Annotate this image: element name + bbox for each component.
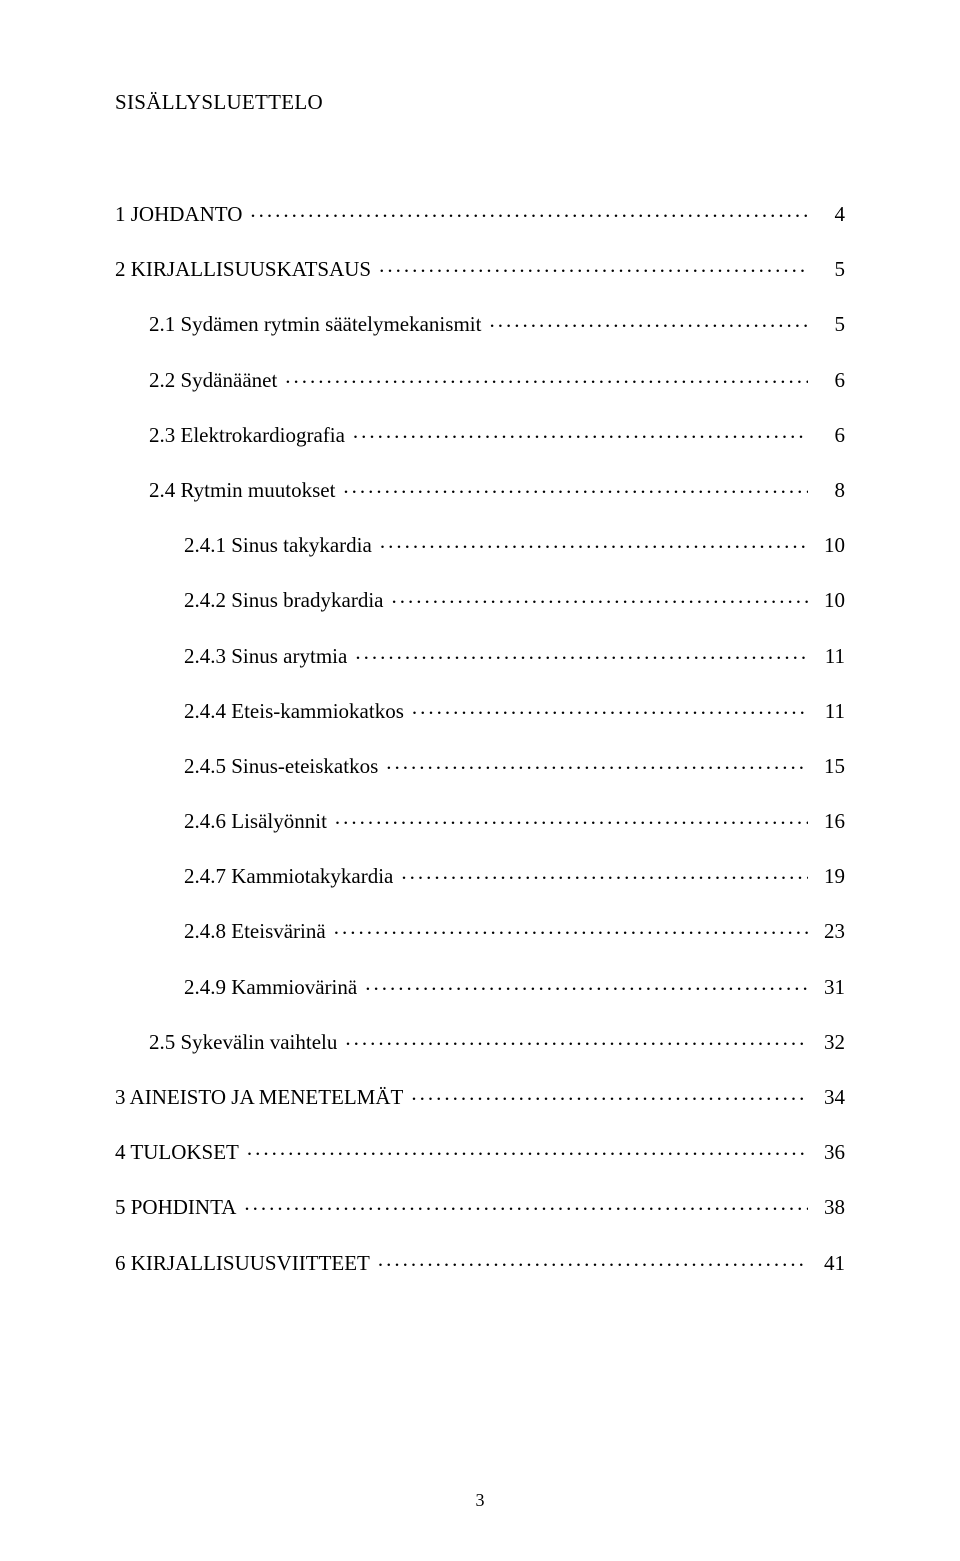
toc-entry-label: 2.4.4 Eteis-kammiokatkos (184, 699, 408, 724)
toc-entry-page: 36 (812, 1140, 845, 1165)
toc-entry: 5 POHDINTA 38 (115, 1193, 845, 1220)
toc-entry: 2.4.4 Eteis-kammiokatkos 11 (115, 697, 845, 724)
toc-leader-dots (285, 366, 808, 387)
toc-leader-dots (379, 255, 808, 276)
toc-entry-page: 19 (812, 864, 845, 889)
toc-entry-label: 2.5 Sykevälin vaihtelu (149, 1030, 341, 1055)
toc-entry: 2.3 Elektrokardiografia 6 (115, 421, 845, 448)
toc-entry-page: 15 (812, 754, 845, 779)
toc-entry-page: 4 (812, 202, 845, 227)
toc-leader-dots (401, 862, 808, 883)
toc-leader-dots (391, 586, 808, 607)
toc-entry: 2.4.8 Eteisvärinä 23 (115, 917, 845, 944)
toc-entry-label: 2.4.2 Sinus bradykardia (184, 588, 387, 613)
toc-entry: 2.5 Sykevälin vaihtelu 32 (115, 1028, 845, 1055)
toc-entry-label: 2.4.7 Kammiotakykardia (184, 864, 397, 889)
toc-entry: 2.1 Sydämen rytmin säätelymekanismit 5 (115, 310, 845, 337)
toc-leader-dots (378, 1249, 808, 1270)
toc-entry-label: 2.3 Elektrokardiografia (149, 423, 349, 448)
toc-entry: 2.4.3 Sinus arytmia 11 (115, 642, 845, 669)
toc-entry-page: 5 (812, 257, 845, 282)
toc-entry-page: 5 (812, 312, 845, 337)
toc-entry-page: 16 (812, 809, 845, 834)
toc-entry-page: 11 (812, 699, 845, 724)
toc-entry: 2.4.9 Kammiovärinä 31 (115, 973, 845, 1000)
toc-entry: 2.4.7 Kammiotakykardia 19 (115, 862, 845, 889)
toc-entry-page: 34 (812, 1085, 845, 1110)
toc-leader-dots (365, 973, 808, 994)
toc-entry-label: 2.2 Sydänäänet (149, 368, 281, 393)
toc-entry: 4 TULOKSET 36 (115, 1138, 845, 1165)
toc-entry: 2.4 Rytmin muutokset 8 (115, 476, 845, 503)
toc-entry-page: 38 (812, 1195, 845, 1220)
toc-entry-page: 10 (812, 533, 845, 558)
toc-entry-label: 2.4.6 Lisälyönnit (184, 809, 331, 834)
toc-entry-label: 4 TULOKSET (115, 1140, 243, 1165)
toc-entry: 2.2 Sydänäänet 6 (115, 366, 845, 393)
toc-entry: 2.4.2 Sinus bradykardia 10 (115, 586, 845, 613)
toc-entry-label: 2.4.1 Sinus takykardia (184, 533, 376, 558)
toc-entry-label: 2 KIRJALLISUUSKATSAUS (115, 257, 375, 282)
toc-entry: 2.4.1 Sinus takykardia 10 (115, 531, 845, 558)
toc-entry: 2.4.6 Lisälyönnit 16 (115, 807, 845, 834)
toc-leader-dots (250, 200, 808, 221)
toc-leader-dots (334, 917, 808, 938)
toc-entry-page: 41 (812, 1251, 845, 1276)
toc-entry-page: 11 (812, 644, 845, 669)
toc-entry-page: 6 (812, 423, 845, 448)
toc-entry-label: 2.4.5 Sinus-eteiskatkos (184, 754, 382, 779)
toc-entry: 2 KIRJALLISUUSKATSAUS 5 (115, 255, 845, 282)
toc-leader-dots (412, 697, 808, 718)
toc-entry-label: 3 AINEISTO JA MENETELMÄT (115, 1085, 407, 1110)
toc-entry-page: 8 (812, 478, 845, 503)
toc-entry-page: 32 (812, 1030, 845, 1055)
toc-leader-dots (380, 531, 808, 552)
toc-leader-dots (355, 642, 808, 663)
toc-leader-dots (353, 421, 808, 442)
toc-entry-label: 2.1 Sydämen rytmin säätelymekanismit (149, 312, 485, 337)
toc-entry-label: 2.4.3 Sinus arytmia (184, 644, 351, 669)
document-page: SISÄLLYSLUETTELO 1 JOHDANTO 4 2 KIRJALLISU… (0, 0, 960, 1561)
toc-entry-page: 23 (812, 919, 845, 944)
toc-entry-label: 1 JOHDANTO (115, 202, 246, 227)
toc-leader-dots (335, 807, 808, 828)
toc-leader-dots (244, 1193, 808, 1214)
page-number: 3 (476, 1490, 485, 1511)
toc-entry-label: 5 POHDINTA (115, 1195, 240, 1220)
table-of-contents: 1 JOHDANTO42 KIRJALLISUUSKATSAUS52.1 Syd… (115, 200, 845, 1276)
toc-entry-page: 10 (812, 588, 845, 613)
toc-leader-dots (411, 1083, 808, 1104)
toc-title: SISÄLLYSLUETTELO (115, 90, 845, 115)
toc-leader-dots (247, 1138, 808, 1159)
toc-entry-label: 2.4 Rytmin muutokset (149, 478, 339, 503)
toc-leader-dots (386, 752, 808, 773)
toc-entry-page: 6 (812, 368, 845, 393)
toc-entry-label: 2.4.8 Eteisvärinä (184, 919, 330, 944)
toc-entry: 6 KIRJALLISUUSVIITTEET 41 (115, 1249, 845, 1276)
toc-entry: 3 AINEISTO JA MENETELMÄT 34 (115, 1083, 845, 1110)
toc-entry: 2.4.5 Sinus-eteiskatkos 15 (115, 752, 845, 779)
toc-entry: 1 JOHDANTO 4 (115, 200, 845, 227)
toc-leader-dots (343, 476, 808, 497)
toc-entry-label: 6 KIRJALLISUUSVIITTEET (115, 1251, 374, 1276)
toc-leader-dots (345, 1028, 808, 1049)
toc-entry-page: 31 (812, 975, 845, 1000)
toc-entry-label: 2.4.9 Kammiovärinä (184, 975, 361, 1000)
toc-leader-dots (489, 310, 808, 331)
